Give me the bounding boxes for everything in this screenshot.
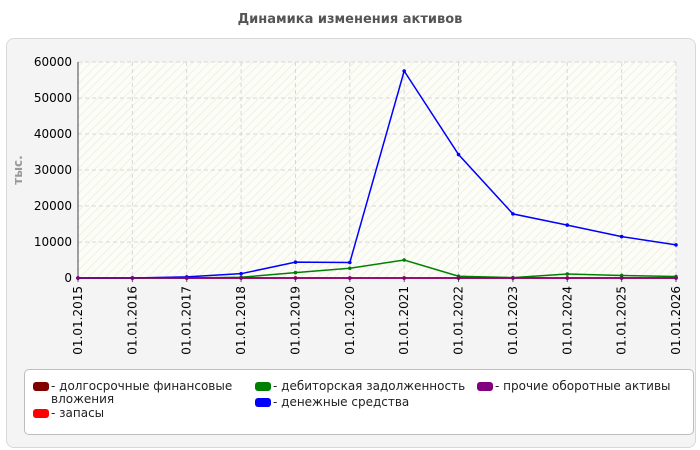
data-point	[456, 152, 461, 157]
data-point	[293, 270, 298, 275]
data-point	[402, 258, 406, 262]
legend-item-inventories: - запасы	[33, 407, 248, 420]
data-point	[565, 276, 570, 280]
data-point	[293, 276, 298, 280]
x-tick-label: 01.01.2018	[234, 286, 248, 355]
legend-label: - денежные средства	[273, 395, 410, 409]
legend-label: - долгосрочные финансовые вложения	[51, 379, 233, 406]
y-tick-label: 0	[64, 271, 72, 285]
legend-label: - дебиторская задолженность	[273, 379, 466, 393]
data-point	[239, 276, 243, 280]
legend-swatch	[33, 409, 49, 418]
data-point	[348, 276, 352, 280]
data-point	[674, 243, 678, 247]
y-tick-label: 30000	[34, 163, 72, 177]
legend-swatch	[255, 398, 271, 407]
x-tick-label: 01.01.2019	[288, 286, 302, 355]
x-tick-label: 01.01.2015	[71, 286, 85, 355]
x-tick-label: 01.01.2024	[560, 286, 574, 355]
y-tick-label: 40000	[34, 127, 72, 141]
data-point	[565, 223, 570, 227]
data-point	[348, 260, 352, 265]
series-line	[78, 69, 677, 279]
legend-label: - запасы	[51, 406, 105, 420]
x-tick-label: 01.01.2017	[180, 286, 194, 355]
y-axis-label: тыс.	[11, 155, 25, 184]
data-point	[619, 273, 624, 278]
legend-label: - прочие оборотные активы	[495, 379, 671, 393]
data-point	[402, 276, 406, 280]
data-point	[130, 276, 135, 280]
data-point	[456, 276, 461, 280]
legend-item-receivables: - дебиторская задолженность	[255, 380, 485, 393]
data-point	[619, 234, 624, 239]
y-tick-label: 50000	[34, 91, 72, 105]
data-point	[293, 260, 298, 264]
data-point	[184, 276, 189, 280]
data-point	[511, 212, 515, 216]
data-point	[565, 272, 570, 276]
data-point	[402, 69, 406, 73]
data-point	[619, 276, 624, 280]
data-point	[674, 276, 678, 280]
x-tick-label: 01.01.2025	[615, 286, 629, 355]
y-tick-label: 20000	[34, 199, 72, 213]
x-tick-label: 01.01.2023	[506, 286, 520, 355]
data-point	[348, 266, 352, 271]
y-tick-label: 10000	[34, 235, 72, 249]
chart-title: Динамика изменения активов	[237, 12, 463, 27]
legend-swatch	[33, 382, 49, 391]
legend-swatch	[477, 382, 493, 391]
data-point	[511, 276, 515, 280]
x-tick-label: 01.01.2021	[397, 286, 411, 355]
x-tick-label: 01.01.2020	[343, 286, 357, 355]
legend-item-long-term-investments: - долгосрочные финансовые вложения	[33, 380, 248, 406]
legend-item-cash: - денежные средства	[255, 396, 485, 409]
plot-area	[78, 62, 676, 278]
x-tick-label: 01.01.2022	[452, 286, 466, 355]
legend-item-other-current-assets: - прочие оборотные активы	[477, 380, 687, 393]
legend-swatch	[255, 382, 271, 391]
x-tick-label: 01.01.2026	[669, 286, 683, 355]
data-point	[239, 271, 243, 276]
legend: - долгосрочные финансовые вложения - зап…	[24, 369, 694, 435]
x-tick-label: 01.01.2016	[125, 286, 139, 355]
data-point	[76, 276, 80, 280]
y-tick-label: 60000	[34, 55, 72, 69]
